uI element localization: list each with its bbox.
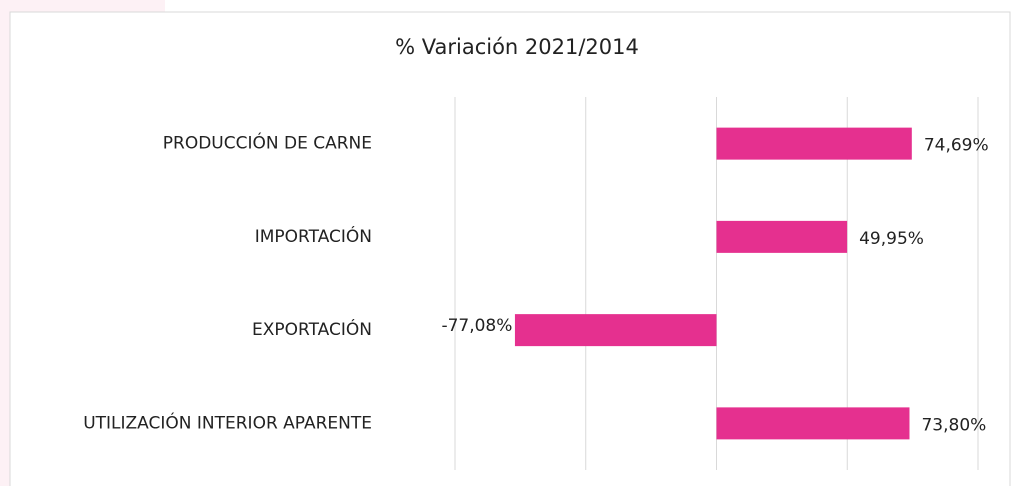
bar (716, 407, 910, 440)
data-label: 49,95% (859, 229, 924, 249)
bar (716, 127, 912, 160)
bar (514, 314, 717, 347)
chart-title: % Variación 2021/2014 (395, 35, 639, 59)
y-tick-label: PRODUCCIÓN DE CARNE (163, 132, 372, 154)
y-tick-label: IMPORTACIÓN (255, 225, 372, 247)
y-tick-label: UTILIZACIÓN INTERIOR APARENTE (83, 411, 372, 433)
data-label: 74,69% (924, 136, 989, 156)
y-tick-label: EXPORTACIÓN (252, 318, 372, 340)
data-label: -77,08% (441, 316, 512, 336)
data-label: 73,80% (921, 415, 986, 435)
bar (716, 220, 848, 253)
